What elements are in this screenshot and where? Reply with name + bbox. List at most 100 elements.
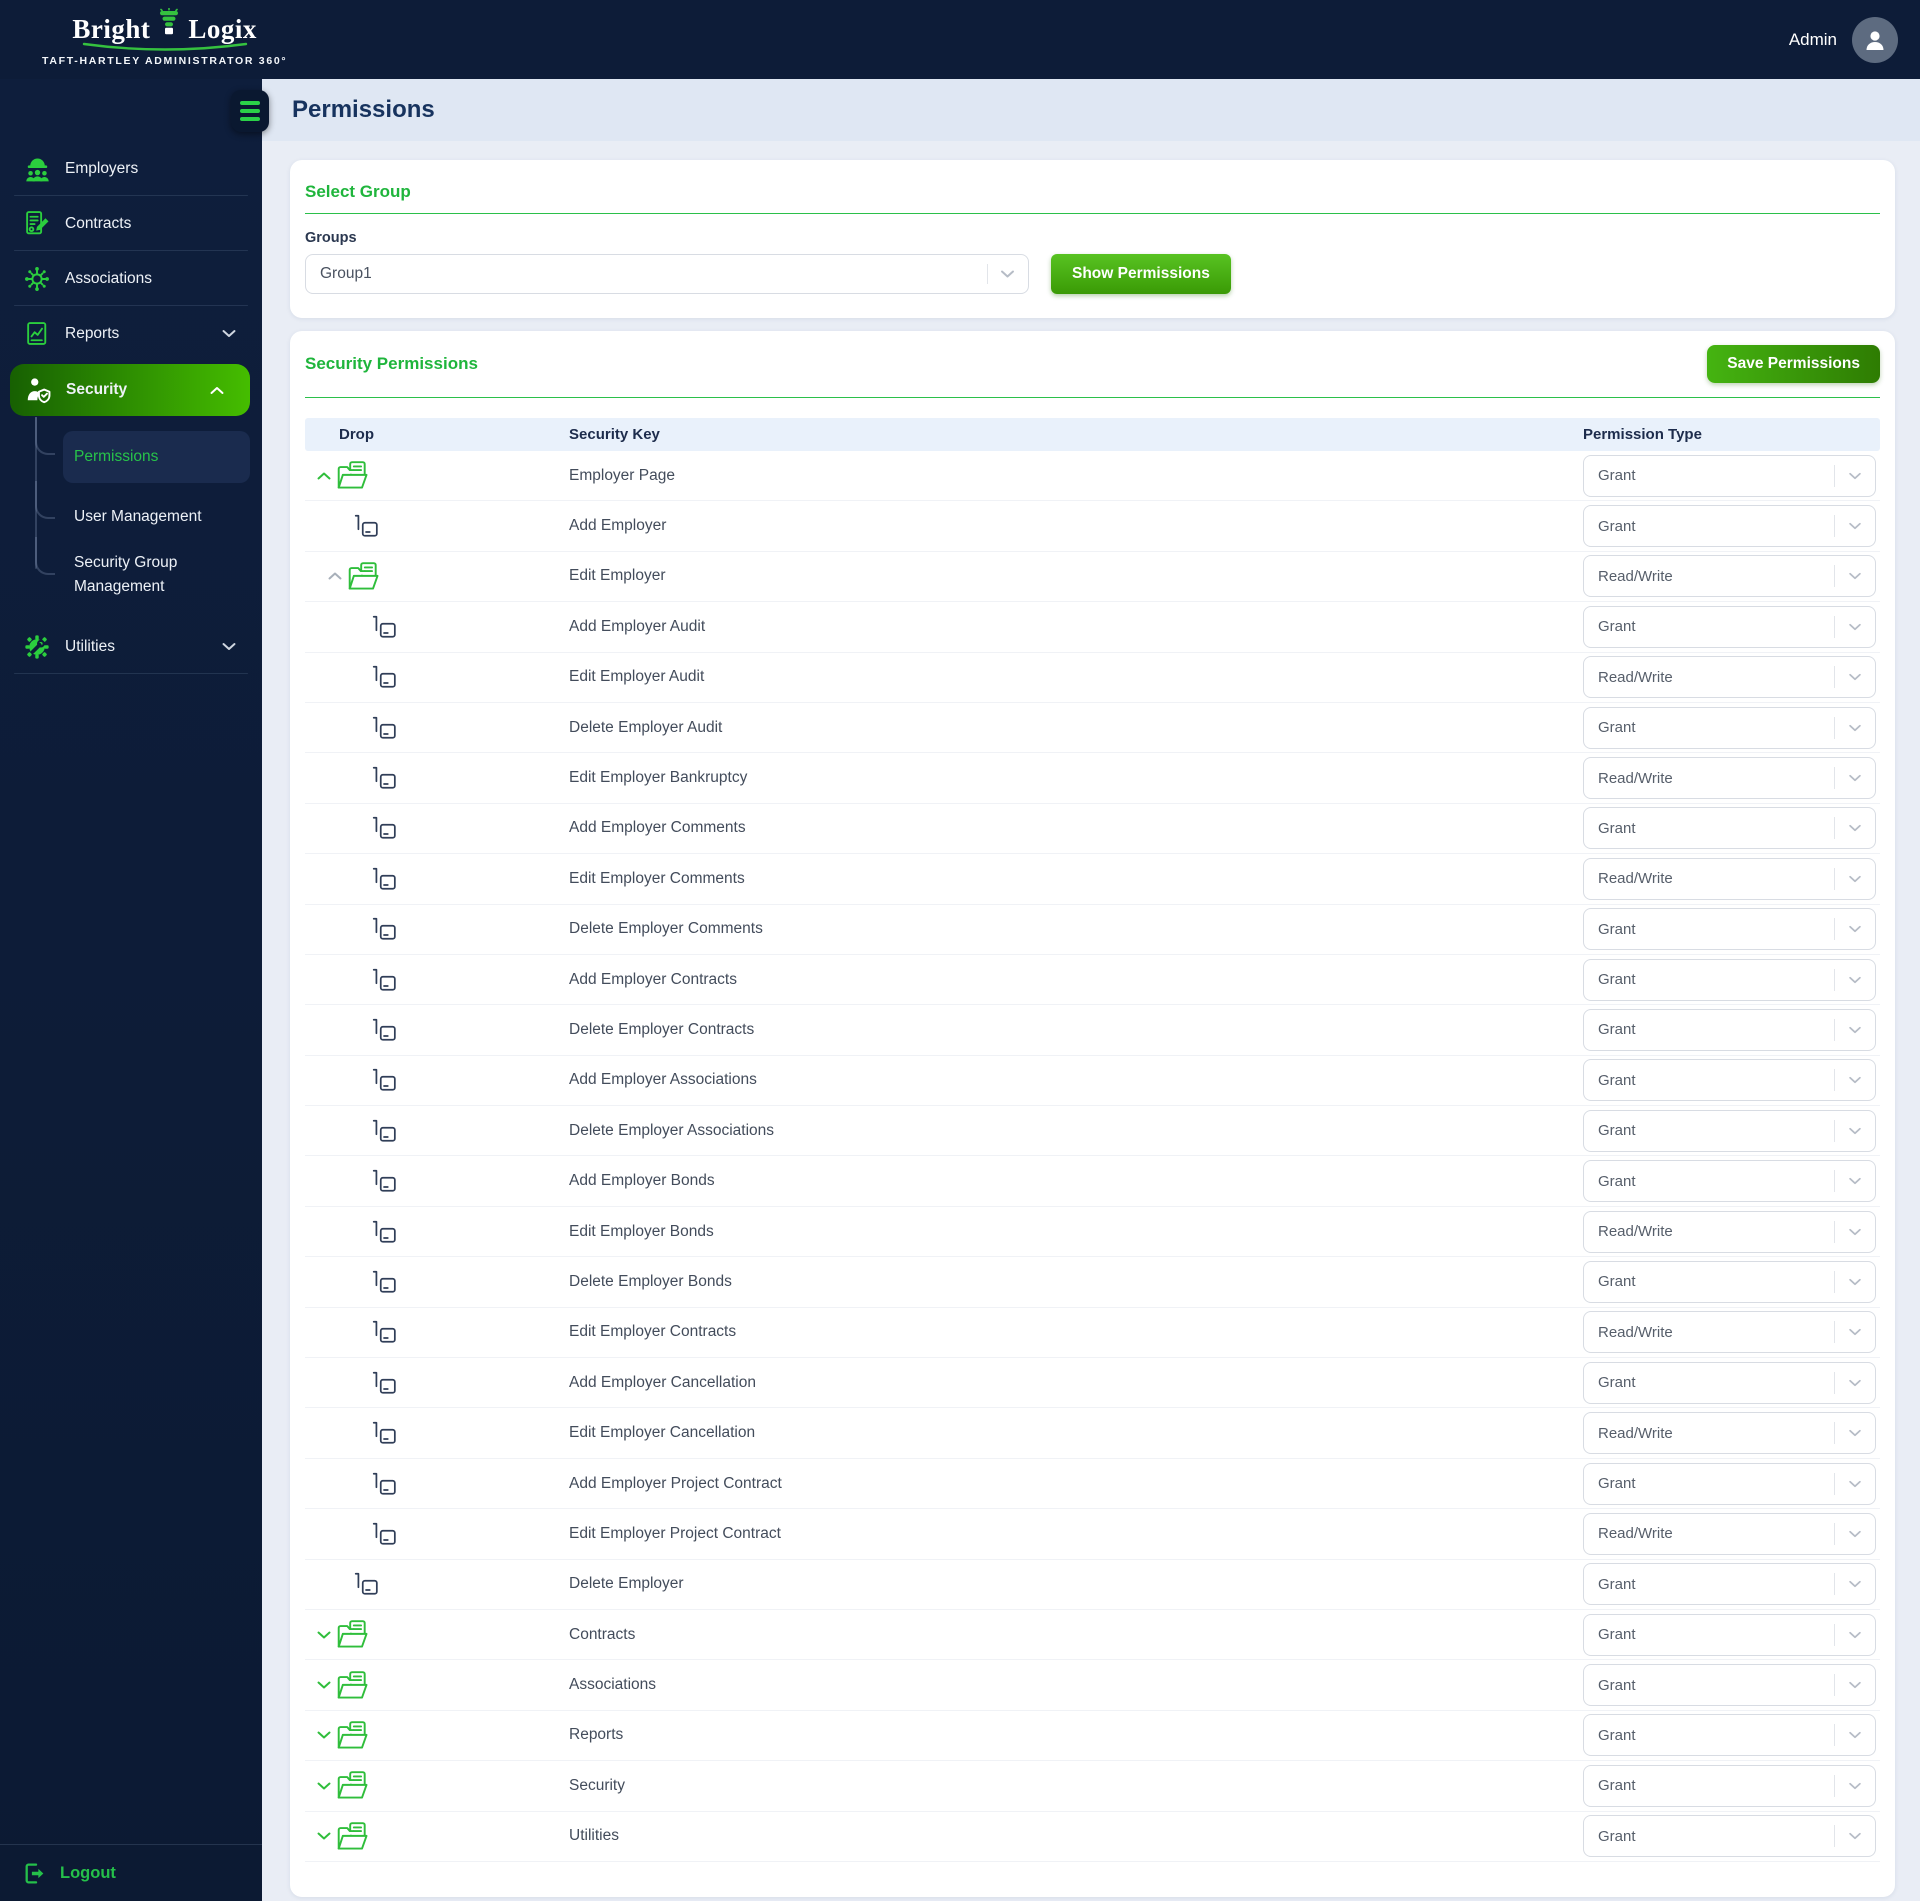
permission-type-cell: Read/Write <box>1583 757 1880 800</box>
utilities-icon <box>22 633 52 661</box>
chevron-down-icon <box>1848 1429 1862 1437</box>
select-group-heading: Select Group <box>305 182 411 201</box>
drop-cell <box>305 1670 569 1700</box>
divider <box>305 213 1880 214</box>
table-row: Utilities Grant <box>305 1812 1880 1862</box>
submenu-item-permissions[interactable]: Permissions <box>35 417 250 483</box>
permission-type-value: Grant <box>1598 719 1636 737</box>
subitem-icon <box>371 968 397 992</box>
row-expand-chevron chevron-up-icon[interactable] <box>317 472 331 480</box>
permission-type-select[interactable]: Read/Write <box>1583 555 1876 598</box>
permission-type-select[interactable]: Grant <box>1583 1059 1876 1102</box>
permission-type-select[interactable]: Grant <box>1583 1613 1876 1656</box>
permission-type-select[interactable]: Grant <box>1583 1462 1876 1505</box>
permission-type-value: Grant <box>1598 819 1636 837</box>
permission-type-select[interactable]: Read/Write <box>1583 1412 1876 1455</box>
permission-type-select[interactable]: Grant <box>1583 505 1876 548</box>
permission-type-value: Grant <box>1598 971 1636 989</box>
sidebar-toggle-button[interactable] <box>231 90 269 132</box>
logout-label: Logout <box>60 1863 116 1882</box>
permission-type-select[interactable]: Grant <box>1583 1260 1876 1303</box>
permission-type-select[interactable]: Grant <box>1583 1109 1876 1152</box>
chevron-down-icon <box>1848 925 1862 933</box>
lightbulb-icon <box>157 7 181 38</box>
security-key-label: Contracts <box>569 1625 636 1643</box>
permission-type-select[interactable]: Read/Write <box>1583 857 1876 900</box>
subitem-icon <box>371 917 397 941</box>
row-expand-chevron chevron-down-icon[interactable] <box>317 1832 331 1840</box>
drop-cell <box>305 1371 569 1395</box>
chevron-down-icon <box>1848 1328 1862 1336</box>
row-expand-chevron chevron-down-icon[interactable] <box>317 1631 331 1639</box>
permission-type-select[interactable]: Read/Write <box>1583 656 1876 699</box>
sidebar-item-security[interactable]: Security <box>10 364 250 416</box>
row-expand-chevron chevron-down-icon[interactable] <box>317 1681 331 1689</box>
permission-type-select[interactable]: Grant <box>1583 908 1876 951</box>
permission-type-select[interactable]: Grant <box>1583 1815 1876 1858</box>
permission-type-select[interactable]: Grant <box>1583 1664 1876 1707</box>
select-divider <box>1834 1472 1835 1495</box>
security-key-label: Associations <box>569 1676 657 1694</box>
permission-type-select[interactable]: Grant <box>1583 958 1876 1001</box>
permission-type-value: Grant <box>1598 1374 1636 1392</box>
permission-type-value: Grant <box>1598 618 1636 636</box>
chevron-down-icon <box>1848 1278 1862 1286</box>
subitem-icon <box>371 1421 397 1445</box>
permission-type-select[interactable]: Grant <box>1583 1008 1876 1051</box>
submenu-item-user-management[interactable]: User Management <box>35 481 250 539</box>
permission-type-select[interactable]: Read/Write <box>1583 1210 1876 1253</box>
chevron-down-icon <box>1848 1631 1862 1639</box>
save-permissions-button[interactable]: Save Permissions <box>1707 345 1880 383</box>
permission-type-cell: Grant <box>1583 505 1880 548</box>
show-permissions-button[interactable]: Show Permissions <box>1051 254 1231 294</box>
row-expand-chevron chevron-down-icon[interactable] <box>317 1782 331 1790</box>
permission-type-select[interactable]: Grant <box>1583 1361 1876 1404</box>
admin-user-label[interactable]: Admin <box>1788 29 1837 49</box>
subitem-icon <box>371 1220 397 1244</box>
sidebar-item-label: Reports <box>65 324 120 342</box>
permission-type-select[interactable]: Grant <box>1583 454 1876 497</box>
permission-type-cell: Grant <box>1583 807 1880 850</box>
contracts-icon <box>22 210 52 238</box>
drop-cell <box>305 716 569 740</box>
select-divider <box>1834 1018 1835 1041</box>
drop-cell <box>305 562 569 591</box>
drop-cell <box>305 461 569 490</box>
permission-type-select[interactable]: Grant <box>1583 807 1876 850</box>
brand-swoosh <box>82 42 247 51</box>
permission-type-cell: Grant <box>1583 1361 1880 1404</box>
submenu-item-security-group-management[interactable]: Security Group Management <box>35 536 234 599</box>
permission-type-select[interactable]: Grant <box>1583 1714 1876 1757</box>
select-divider <box>1834 1119 1835 1142</box>
folder-open-icon <box>336 1620 368 1649</box>
folder-open-icon <box>336 1771 368 1800</box>
table-row: Edit Employer Bonds Read/Write <box>305 1207 1880 1258</box>
select-divider <box>1834 1825 1835 1848</box>
permission-type-select[interactable]: Read/Write <box>1583 757 1876 800</box>
permission-type-select[interactable]: Grant <box>1583 1563 1876 1606</box>
permission-type-cell: Read/Write <box>1583 1512 1880 1555</box>
brand-logo: Bright Logix <box>42 7 287 67</box>
groups-select[interactable]: Group1 <box>305 254 1029 294</box>
permission-type-select[interactable]: Read/Write <box>1583 1311 1876 1354</box>
logout-button[interactable]: Logout <box>0 1844 262 1901</box>
permission-type-select[interactable]: Read/Write <box>1583 1512 1876 1555</box>
sidebar-item-reports[interactable]: Reports <box>0 306 262 361</box>
permission-type-cell: Grant <box>1583 1613 1880 1656</box>
permission-type-select[interactable]: Grant <box>1583 1764 1876 1807</box>
permission-type-value: Grant <box>1598 1172 1636 1190</box>
sidebar-item-contracts[interactable]: Contracts <box>0 196 262 251</box>
sidebar-item-utilities[interactable]: Utilities <box>0 619 262 675</box>
security-key-label: Employer Page <box>569 466 675 484</box>
table-row: Add Employer Bonds Grant <box>305 1156 1880 1207</box>
sidebar-item-employers[interactable]: Employers <box>0 141 262 196</box>
row-expand-chevron chevron-down-icon[interactable] <box>317 1731 331 1739</box>
sidebar-item-associations[interactable]: Associations <box>0 251 262 306</box>
permission-type-select[interactable]: Grant <box>1583 706 1876 749</box>
permission-type-cell: Grant <box>1583 454 1880 497</box>
permission-type-select[interactable]: Grant <box>1583 1160 1876 1203</box>
permission-type-cell: Grant <box>1583 1764 1880 1807</box>
permission-type-select[interactable]: Grant <box>1583 605 1876 648</box>
user-avatar[interactable] <box>1852 16 1898 63</box>
row-expand-chevron chevron-up-icon[interactable] <box>328 572 342 580</box>
